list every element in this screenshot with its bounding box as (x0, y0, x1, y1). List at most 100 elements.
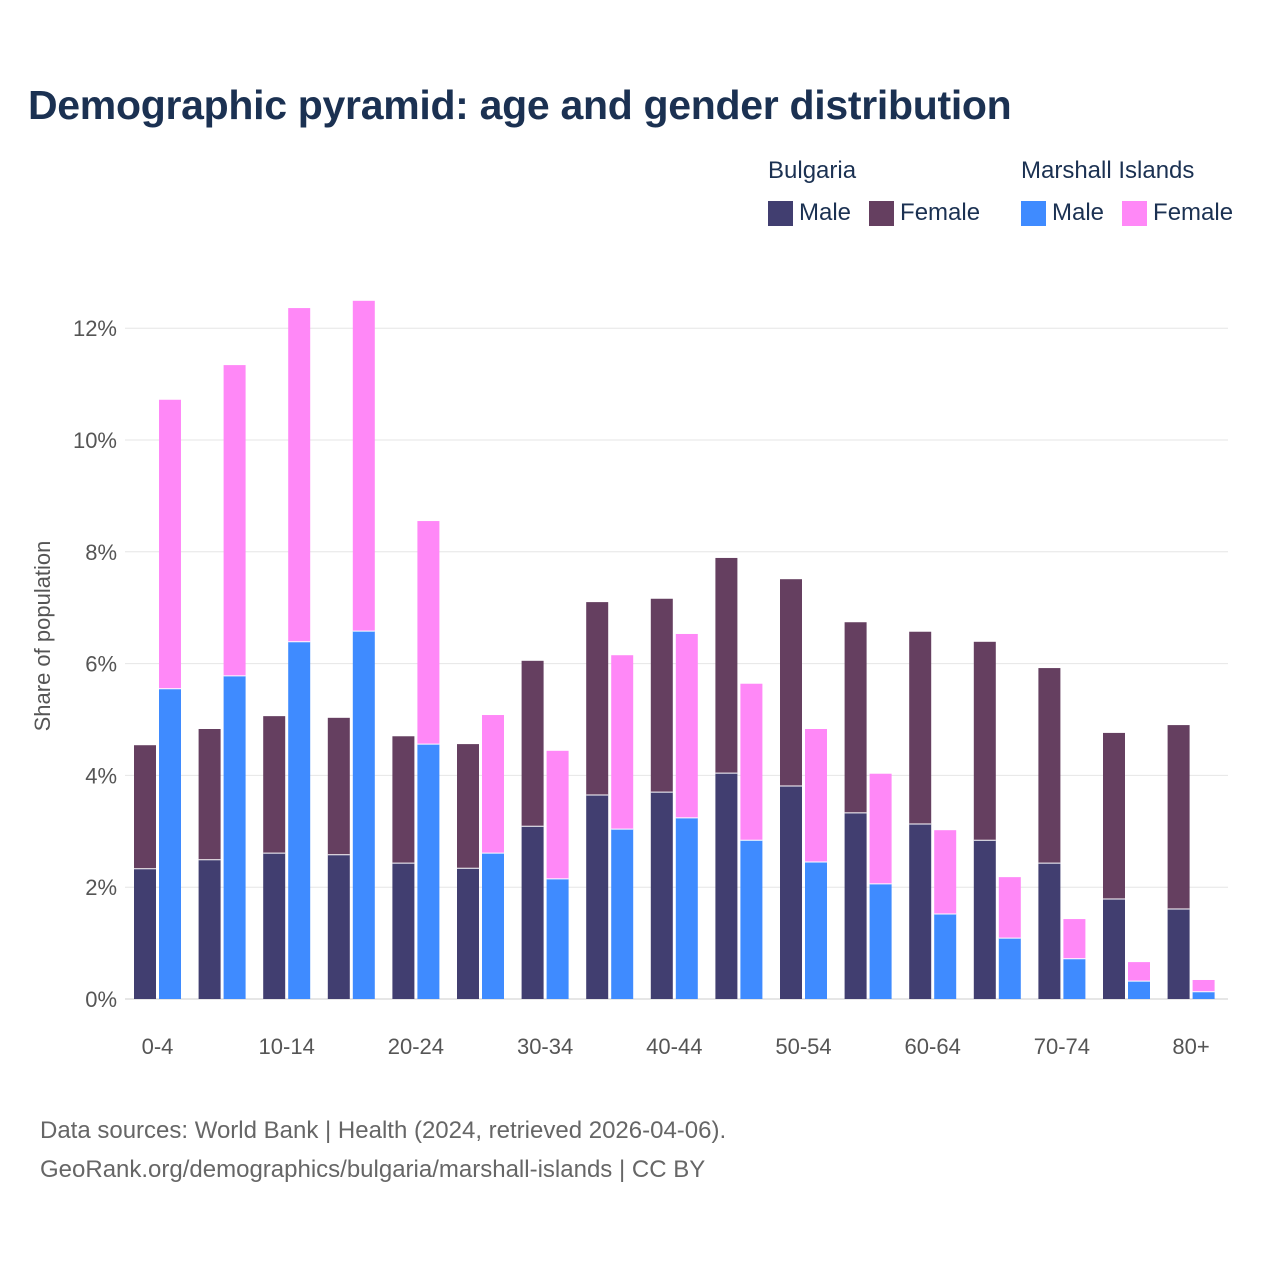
bar-marshall-female-80+ (1192, 979, 1215, 992)
bar-marshall-male-65-69 (998, 938, 1021, 999)
bar-marshall-male-30-34 (546, 878, 569, 999)
bar-bulgaria-female-50-54 (780, 579, 802, 787)
bar-bulgaria-male-55-59 (844, 812, 867, 999)
bar-bulgaria-male-65-69 (973, 840, 996, 999)
legend-group-title: Bulgaria (768, 157, 857, 184)
bar-bulgaria-male-45-49 (715, 773, 738, 999)
x-tick-label: 0-4 (142, 1034, 174, 1059)
bar-marshall-male-55-59 (869, 883, 892, 999)
bar-marshall-female-15-19 (352, 300, 375, 632)
legend-group-title: Marshall Islands (1021, 157, 1195, 184)
bar-marshall-female-55-59 (869, 773, 892, 884)
bar-marshall-male-45-49 (740, 840, 763, 999)
bar-bulgaria-female-35-39 (586, 602, 609, 795)
x-tick-label: 50-54 (775, 1034, 831, 1059)
legend-swatch (768, 200, 793, 226)
bar-marshall-male-50-54 (805, 862, 827, 999)
bar-marshall-male-35-39 (611, 829, 634, 999)
bar-bulgaria-female-65-69 (973, 641, 996, 841)
bar-bulgaria-female-20-24 (392, 736, 415, 864)
bar-marshall-female-75-79 (1128, 962, 1150, 982)
bar-bulgaria-female-80+ (1167, 725, 1190, 910)
bar-bulgaria-female-75-79 (1103, 732, 1125, 899)
bar-marshall-female-20-24 (417, 521, 440, 745)
bar-bulgaria-female-30-34 (521, 660, 544, 827)
legend-item-bulgaria-female: Female (869, 199, 980, 227)
x-tick-label: 20-24 (388, 1034, 444, 1059)
bar-marshall-male-80+ (1192, 991, 1215, 999)
bar-marshall-female-50-54 (805, 729, 827, 863)
bar-bulgaria-male-15-19 (327, 854, 350, 999)
bar-bulgaria-female-15-19 (327, 717, 350, 855)
bar-marshall-male-15-19 (352, 631, 375, 999)
legend-swatch (1021, 200, 1046, 226)
bar-bulgaria-female-25-29 (457, 744, 479, 869)
bar-bulgaria-female-5-9 (198, 729, 221, 860)
legend-label: Female (1153, 199, 1234, 226)
bar-bulgaria-female-60-64 (909, 631, 932, 825)
bar-bulgaria-male-40-44 (650, 792, 673, 999)
bar-bulgaria-male-25-29 (457, 868, 479, 999)
bar-marshall-male-25-29 (482, 853, 504, 999)
bar-bulgaria-female-55-59 (844, 622, 867, 813)
legend-label: Female (900, 199, 981, 226)
bar-bulgaria-male-20-24 (392, 863, 415, 999)
bar-marshall-female-65-69 (998, 877, 1021, 939)
bar-marshall-male-10-14 (288, 641, 311, 999)
bar-marshall-female-40-44 (675, 633, 698, 818)
chart-title: Demographic pyramid: age and gender dist… (28, 82, 1012, 128)
y-tick-label: 6% (85, 652, 117, 677)
legend-item-marshall-male: Male (1021, 199, 1104, 227)
bar-bulgaria-male-70-74 (1038, 863, 1061, 999)
bar-marshall-female-5-9 (223, 365, 246, 676)
legend-marshall-islands: Marshall Islands Male Female (1021, 157, 1233, 227)
bar-bulgaria-male-75-79 (1103, 898, 1125, 999)
y-tick-label: 8% (85, 540, 117, 565)
bar-marshall-male-0-4 (159, 688, 181, 999)
bar-bulgaria-male-50-54 (780, 786, 802, 999)
bar-marshall-female-10-14 (288, 308, 311, 642)
bar-marshall-male-5-9 (223, 675, 246, 999)
bar-marshall-female-25-29 (482, 715, 504, 854)
y-axis-label: Share of population (30, 541, 55, 732)
x-tick-label: 10-14 (259, 1034, 315, 1059)
bar-bulgaria-male-5-9 (198, 859, 221, 999)
bar-bulgaria-male-10-14 (263, 853, 286, 999)
legend-bulgaria: Bulgaria Male Female (768, 157, 980, 227)
footer-sources: Data sources: World Bank | Health (2024,… (40, 1117, 727, 1144)
bar-bulgaria-female-40-44 (650, 598, 673, 793)
x-tick-label: 40-44 (646, 1034, 702, 1059)
bar-bulgaria-female-70-74 (1038, 668, 1061, 864)
bar-marshall-female-45-49 (740, 683, 763, 841)
x-tick-label: 70-74 (1034, 1034, 1090, 1059)
bar-bulgaria-male-30-34 (521, 826, 544, 999)
bar-marshall-female-30-34 (546, 750, 569, 879)
y-tick-label: 12% (73, 316, 117, 341)
bar-bulgaria-male-0-4 (134, 868, 156, 999)
bar-bulgaria-female-45-49 (715, 557, 738, 774)
bar-bulgaria-male-80+ (1167, 909, 1190, 999)
y-tick-label: 10% (73, 428, 117, 453)
x-tick-label: 80+ (1172, 1034, 1209, 1059)
legend-swatch (1122, 200, 1148, 226)
legend-item-marshall-female: Female (1122, 199, 1233, 227)
bar-marshall-male-60-64 (934, 914, 957, 999)
y-tick-label: 0% (85, 987, 117, 1012)
bar-marshall-female-70-74 (1063, 919, 1086, 959)
y-tick-label: 4% (85, 763, 117, 788)
bar-marshall-female-60-64 (934, 830, 957, 915)
legend-swatch (869, 200, 895, 226)
bar-marshall-male-20-24 (417, 744, 440, 999)
x-tick-label: 30-34 (517, 1034, 573, 1059)
bar-marshall-female-35-39 (611, 655, 634, 830)
bar-bulgaria-male-60-64 (909, 824, 932, 999)
legend-label: Male (1052, 199, 1105, 226)
bar-marshall-male-75-79 (1128, 981, 1150, 999)
bar-marshall-male-40-44 (675, 817, 698, 999)
footer-attribution: GeoRank.org/demographics/bulgaria/marsha… (40, 1156, 706, 1183)
bar-bulgaria-male-35-39 (586, 794, 609, 999)
legend-item-bulgaria-male: Male (768, 199, 851, 227)
y-tick-label: 2% (85, 875, 117, 900)
